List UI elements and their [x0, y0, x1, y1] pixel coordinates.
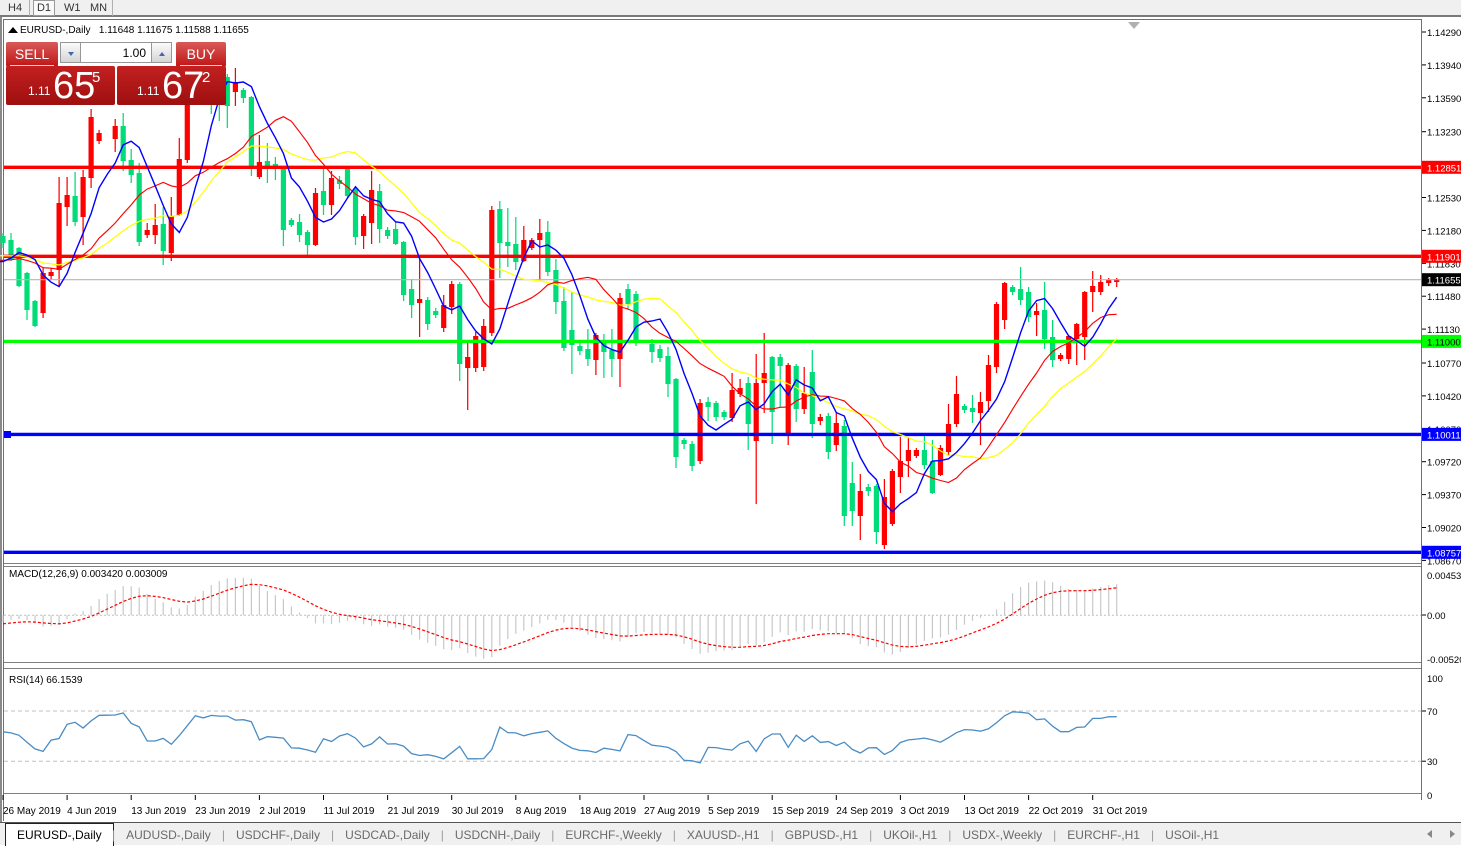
svg-text:3 Oct 2019: 3 Oct 2019 — [900, 806, 949, 817]
svg-text:1.12851: 1.12851 — [1427, 163, 1461, 174]
svg-text:13 Jun 2019: 13 Jun 2019 — [131, 806, 186, 817]
svg-text:1.11130: 1.11130 — [1427, 325, 1460, 336]
svg-text:1.13230: 1.13230 — [1427, 128, 1461, 139]
svg-text:4 Jun 2019: 4 Jun 2019 — [67, 806, 117, 817]
svg-text:26 May 2019: 26 May 2019 — [3, 806, 61, 817]
svg-text:1.11901: 1.11901 — [1427, 252, 1461, 263]
svg-text:1.08670: 1.08670 — [1427, 556, 1461, 567]
svg-text:0.004536: 0.004536 — [1427, 571, 1461, 582]
svg-text:0: 0 — [1427, 791, 1432, 802]
svg-text:30: 30 — [1427, 757, 1438, 768]
svg-text:23 Jun 2019: 23 Jun 2019 — [195, 806, 250, 817]
svg-text:2 Jul 2019: 2 Jul 2019 — [259, 806, 306, 817]
svg-text:13 Oct 2019: 13 Oct 2019 — [965, 806, 1020, 817]
svg-text:0.00: 0.00 — [1427, 611, 1446, 622]
svg-text:24 Sep 2019: 24 Sep 2019 — [836, 806, 893, 817]
svg-text:1.14290: 1.14290 — [1427, 28, 1461, 39]
svg-text:100: 100 — [1427, 674, 1443, 685]
svg-text:1.11000: 1.11000 — [1427, 337, 1461, 348]
svg-text:15 Sep 2019: 15 Sep 2019 — [772, 806, 829, 817]
svg-text:22 Oct 2019: 22 Oct 2019 — [1029, 806, 1084, 817]
svg-text:1.09720: 1.09720 — [1427, 458, 1461, 469]
svg-text:8 Aug 2019: 8 Aug 2019 — [516, 806, 567, 817]
svg-text:1.13590: 1.13590 — [1427, 94, 1461, 105]
svg-text:1.13940: 1.13940 — [1427, 61, 1461, 72]
svg-text:1.11830: 1.11830 — [1427, 259, 1461, 270]
svg-text:31 Oct 2019: 31 Oct 2019 — [1093, 806, 1148, 817]
svg-text:1.09370: 1.09370 — [1427, 491, 1461, 502]
svg-text:70: 70 — [1427, 707, 1438, 718]
svg-text:1.10011: 1.10011 — [1427, 430, 1461, 441]
svg-text:1.12530: 1.12530 — [1427, 194, 1461, 205]
svg-text:1.08757: 1.08757 — [1427, 548, 1461, 559]
svg-text:1.09020: 1.09020 — [1427, 524, 1461, 535]
svg-text:1.12180: 1.12180 — [1427, 226, 1461, 237]
svg-text:21 Jul 2019: 21 Jul 2019 — [388, 806, 440, 817]
svg-text:30 Jul 2019: 30 Jul 2019 — [452, 806, 504, 817]
svg-text:1.11655: 1.11655 — [1427, 276, 1461, 287]
svg-text:1.10770: 1.10770 — [1427, 359, 1461, 370]
svg-text:11 Jul 2019: 11 Jul 2019 — [324, 806, 375, 817]
svg-text:27 Aug 2019: 27 Aug 2019 — [644, 806, 701, 817]
svg-text:1.11480: 1.11480 — [1427, 292, 1461, 303]
svg-text:1.10420: 1.10420 — [1427, 392, 1461, 403]
svg-text:5 Sep 2019: 5 Sep 2019 — [708, 806, 760, 817]
svg-text:18 Aug 2019: 18 Aug 2019 — [580, 806, 637, 817]
svg-text:-0.0052050: -0.0052050 — [1427, 655, 1461, 666]
